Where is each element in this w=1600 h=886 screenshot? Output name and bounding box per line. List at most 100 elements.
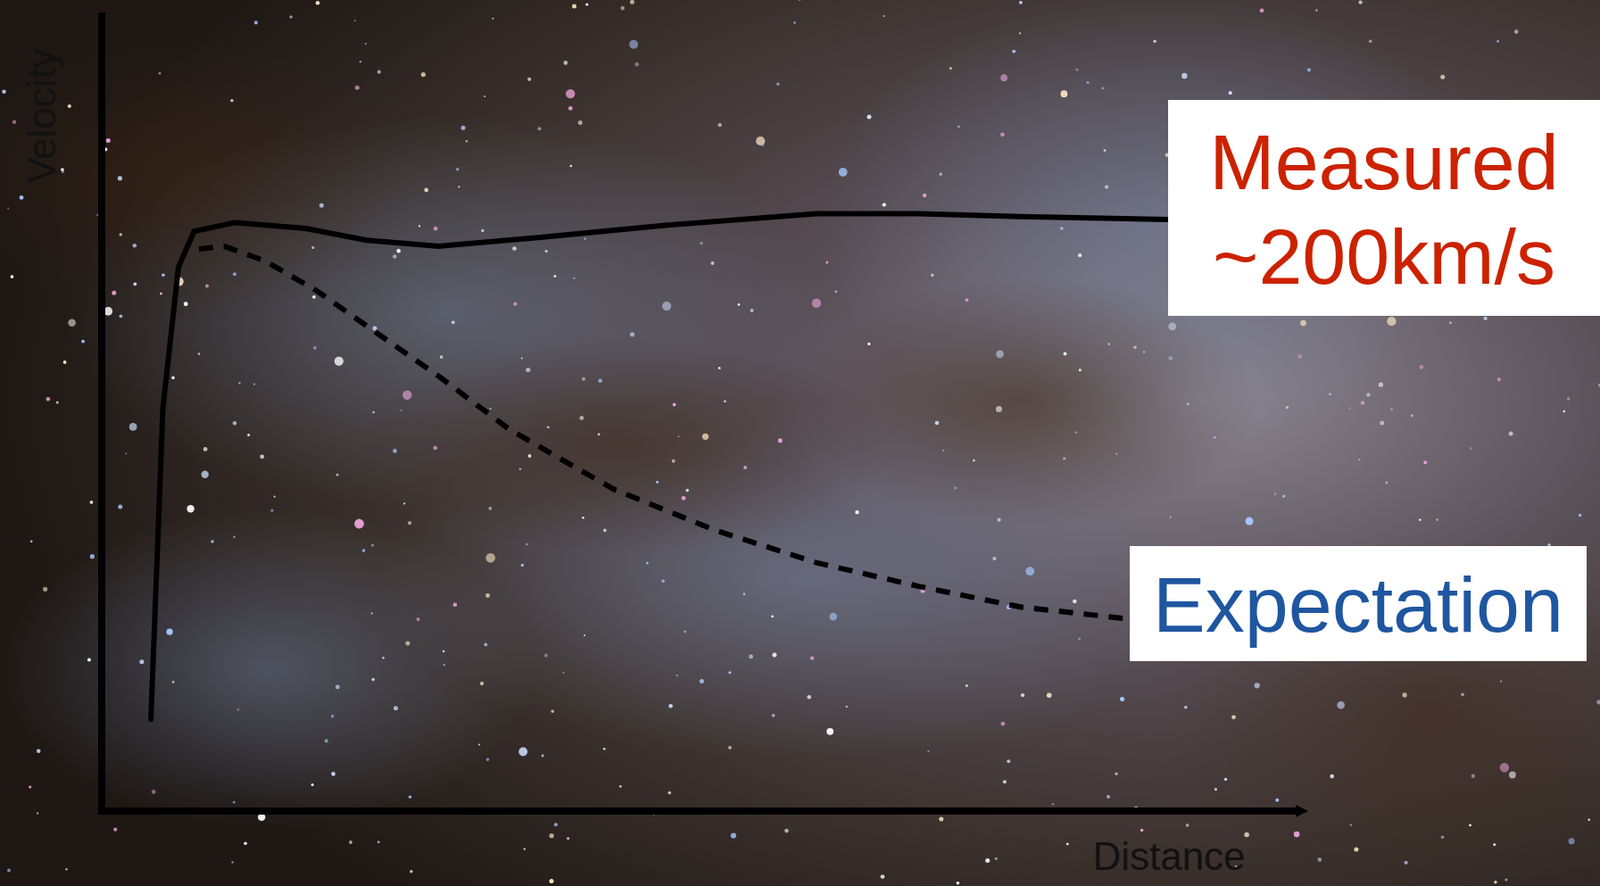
star bbox=[597, 432, 601, 436]
star bbox=[1418, 518, 1421, 521]
star bbox=[132, 243, 138, 249]
star bbox=[1336, 701, 1345, 710]
star bbox=[319, 203, 324, 208]
star bbox=[1214, 787, 1218, 791]
star bbox=[634, 62, 639, 67]
star bbox=[549, 833, 555, 838]
star bbox=[119, 232, 123, 236]
star bbox=[838, 167, 848, 177]
star bbox=[457, 185, 460, 188]
star bbox=[336, 473, 340, 477]
star bbox=[1000, 132, 1005, 137]
star bbox=[1019, 32, 1021, 34]
star bbox=[1441, 836, 1445, 840]
star bbox=[1329, 774, 1335, 780]
star bbox=[393, 705, 398, 711]
star bbox=[965, 684, 969, 688]
star bbox=[646, 562, 649, 565]
star bbox=[483, 643, 488, 647]
star bbox=[273, 496, 276, 498]
star bbox=[1566, 397, 1570, 400]
star bbox=[289, 15, 292, 18]
star bbox=[527, 77, 531, 82]
star bbox=[1046, 692, 1053, 698]
star bbox=[1003, 779, 1007, 784]
star bbox=[513, 302, 517, 307]
star bbox=[359, 60, 362, 63]
star bbox=[1143, 350, 1146, 354]
star bbox=[161, 273, 166, 277]
star bbox=[572, 4, 577, 9]
star bbox=[1140, 829, 1145, 833]
star bbox=[416, 617, 421, 622]
star bbox=[1104, 185, 1109, 190]
star bbox=[485, 593, 490, 598]
star bbox=[671, 459, 676, 464]
star bbox=[158, 72, 162, 75]
star bbox=[418, 224, 421, 227]
star bbox=[1419, 364, 1425, 370]
series-line bbox=[198, 246, 1128, 620]
star bbox=[1285, 406, 1289, 409]
star bbox=[956, 881, 961, 886]
star bbox=[403, 502, 406, 505]
star bbox=[854, 510, 859, 514]
star bbox=[882, 202, 887, 207]
star bbox=[324, 738, 329, 743]
series-label: Measured bbox=[1209, 117, 1559, 207]
star bbox=[1066, 843, 1070, 846]
star bbox=[512, 246, 517, 251]
star bbox=[113, 827, 117, 831]
star bbox=[997, 518, 1002, 523]
star bbox=[750, 308, 755, 313]
star bbox=[480, 681, 484, 686]
star bbox=[867, 114, 872, 119]
star bbox=[1075, 431, 1078, 433]
measured-label-box bbox=[1168, 99, 1600, 316]
star bbox=[1469, 447, 1473, 450]
star bbox=[67, 104, 72, 108]
star bbox=[1379, 421, 1385, 426]
axes bbox=[98, 12, 1309, 818]
chart: VelocityDistanceMeasured~200km/sExpectat… bbox=[0, 0, 1600, 886]
star bbox=[681, 496, 687, 501]
star bbox=[572, 277, 575, 280]
star bbox=[237, 708, 240, 711]
star bbox=[629, 40, 639, 50]
star bbox=[1378, 382, 1384, 388]
star bbox=[1563, 410, 1566, 413]
star bbox=[335, 685, 340, 690]
star bbox=[1152, 40, 1156, 43]
star bbox=[1061, 90, 1069, 98]
star bbox=[554, 822, 558, 827]
y-axis bbox=[98, 12, 106, 815]
star bbox=[995, 406, 1003, 413]
star bbox=[1307, 67, 1311, 72]
star bbox=[1075, 67, 1078, 71]
star bbox=[485, 553, 496, 564]
star bbox=[630, 0, 635, 5]
star bbox=[867, 342, 871, 346]
star bbox=[549, 878, 555, 884]
star bbox=[1186, 402, 1190, 406]
star bbox=[949, 66, 953, 70]
star bbox=[232, 536, 236, 539]
star bbox=[771, 652, 777, 657]
star bbox=[1063, 351, 1068, 356]
star bbox=[90, 500, 94, 505]
star bbox=[972, 459, 976, 463]
star bbox=[810, 655, 814, 660]
star bbox=[183, 301, 189, 307]
star bbox=[1260, 8, 1265, 13]
star bbox=[311, 246, 315, 249]
star bbox=[630, 331, 635, 337]
star bbox=[525, 367, 531, 373]
star bbox=[455, 167, 459, 171]
star bbox=[938, 816, 944, 821]
star bbox=[232, 801, 236, 805]
star bbox=[270, 509, 274, 513]
star bbox=[67, 319, 76, 328]
star bbox=[36, 749, 42, 755]
star bbox=[1366, 392, 1370, 397]
star bbox=[995, 350, 1004, 359]
